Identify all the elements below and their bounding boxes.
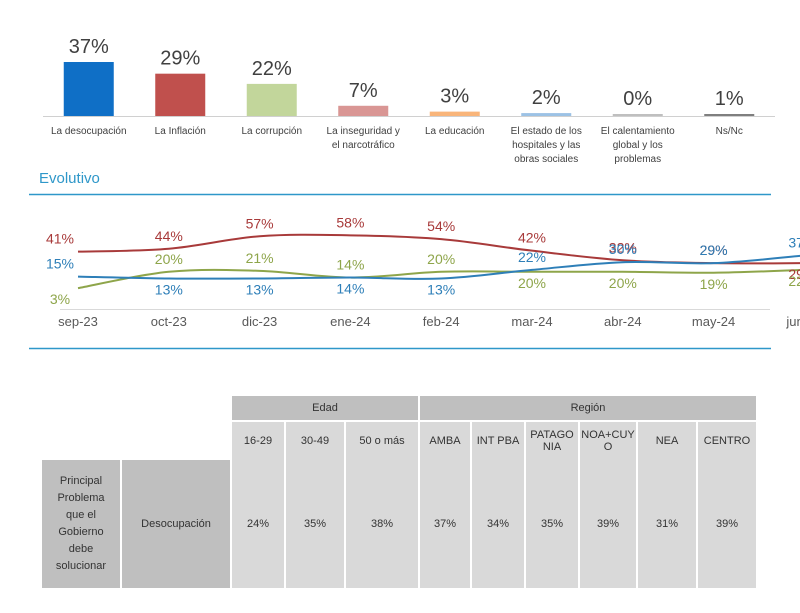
data-cell: 31%	[638, 460, 696, 588]
series-data-label: 58%	[336, 214, 364, 230]
bar	[521, 113, 572, 116]
bar-category-label: La corrupción	[241, 126, 302, 137]
bar-value-label: 29%	[160, 48, 200, 70]
column-header: INT PBA	[472, 422, 524, 460]
series-data-label: 29%	[700, 242, 728, 258]
bar-value-label: 0%	[623, 88, 652, 110]
bar-value-label: 7%	[349, 80, 378, 102]
bar-value-label: 3%	[440, 86, 469, 108]
series-data-label: 13%	[427, 282, 455, 298]
bar-category-label: Ns/Nc	[716, 126, 743, 137]
series-line	[77, 254, 800, 280]
x-tick-label: sep-23	[58, 314, 98, 329]
series-data-label: 14%	[336, 281, 364, 297]
results-table: Edad Región 16-29 30-49 50 o más AMBA INT PB…	[40, 396, 758, 588]
series-data-label: 57%	[246, 215, 274, 231]
x-tick-label: abr-24	[604, 314, 642, 329]
series-data-label: 21%	[246, 250, 274, 266]
data-cell: 39%	[580, 460, 636, 588]
series-data-label: 44%	[155, 228, 183, 244]
bar-category-label: El estado de los hospitales y las obras so…	[511, 126, 582, 165]
data-cell: 24%	[232, 460, 284, 588]
column-header: NOA+CUY O	[580, 422, 636, 460]
series-data-label: 37%	[788, 234, 800, 250]
row-label: Desocupación	[122, 460, 230, 588]
series-data-label: 22%	[788, 273, 800, 289]
bar	[704, 114, 755, 116]
column-header: AMBA	[420, 422, 470, 460]
x-tick-label: feb-24	[423, 314, 460, 329]
group-header-region: Región	[420, 396, 756, 422]
row-header: Principal Problema que el Gobierno debe soluc…	[42, 460, 120, 588]
bar	[246, 83, 297, 116]
bar-value-label: 1%	[715, 88, 744, 110]
series-data-label: 29%	[788, 266, 800, 282]
bar-value-label: 2%	[532, 87, 561, 109]
group-header-edad: Edad	[232, 396, 418, 422]
data-cell: 35%	[286, 460, 344, 588]
bar	[612, 114, 663, 116]
bar	[429, 111, 480, 116]
series-data-label: 32%	[609, 239, 637, 255]
bar-category-label: La inseguridad y el narcotráfico	[327, 126, 400, 151]
series-data-label: 14%	[336, 257, 364, 273]
column-header: 30-49	[286, 422, 344, 460]
series-data-label: 20%	[518, 275, 546, 291]
series-data-label: 30%	[609, 241, 637, 257]
bar-category-label: La desocupación	[51, 126, 127, 137]
series-data-label: 22%	[518, 249, 546, 265]
bar	[338, 105, 389, 116]
x-tick-label: may-24	[692, 314, 735, 329]
data-cell: 35%	[526, 460, 578, 588]
column-header: 50 o más	[346, 422, 418, 460]
column-header: CENTRO	[698, 422, 756, 460]
bar	[63, 62, 114, 116]
bar-category-label: La educación	[425, 126, 485, 137]
data-cell: 38%	[346, 460, 418, 588]
series-data-label: 20%	[155, 251, 183, 267]
column-header: 16-29	[232, 422, 284, 460]
bar-chart: 37% La desocupación 29% La Inflación 22% La c…	[43, 36, 775, 168]
data-cell: 37%	[420, 460, 470, 588]
bar-value-label: 22%	[252, 58, 292, 80]
data-cell: 39%	[698, 460, 756, 588]
series-data-label: 42%	[518, 230, 546, 246]
line-chart: sep-23 oct-23 dic-23 ene-24 feb-24 mar-24 abr-…	[29, 193, 800, 350]
data-cell: 34%	[472, 460, 524, 588]
series-data-label: 54%	[427, 218, 455, 234]
series-data-label: 15%	[46, 256, 74, 272]
series-data-label: 41%	[46, 231, 74, 247]
series-data-label: 20%	[609, 275, 637, 291]
x-tick-label: mar-24	[511, 314, 552, 329]
series-data-label: 20%	[427, 251, 455, 267]
series-data-label: 3%	[50, 291, 70, 307]
series-line	[77, 268, 800, 290]
x-tick-label: jun-24	[785, 314, 800, 329]
bar-category-label: La Inflación	[155, 126, 206, 137]
bar-value-label: 37%	[69, 36, 109, 58]
column-header: NEA	[638, 422, 696, 460]
x-tick-label: ene-24	[330, 314, 370, 329]
series-data-label: 19%	[700, 276, 728, 292]
x-tick-label: oct-23	[151, 314, 187, 329]
series-data-label: 29%	[700, 242, 728, 258]
column-header: PATAGO NIA	[526, 422, 578, 460]
evolutivo-title: Evolutivo	[39, 170, 100, 187]
x-tick-label: dic-23	[242, 314, 277, 329]
series-data-label: 13%	[246, 282, 274, 298]
series-data-label: 13%	[155, 282, 183, 298]
bar	[155, 73, 206, 116]
